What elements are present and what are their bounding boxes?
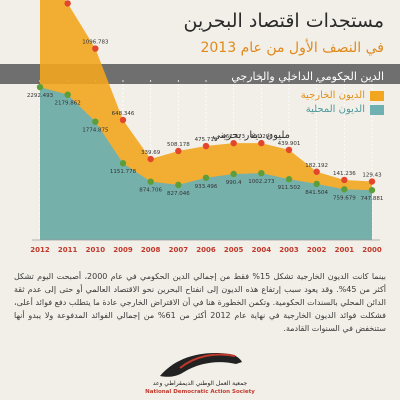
x-tick-label: 2008	[141, 246, 161, 254]
legend-swatch-external	[370, 90, 384, 101]
data-label-external: 141.236	[333, 171, 356, 177]
marker-domestic	[92, 118, 99, 125]
marker-external	[258, 139, 265, 147]
logo-mane-icon	[179, 353, 236, 369]
data-label-external: 475.719	[195, 137, 218, 143]
debt-chart: 1893.3941368.8751096.783648.346339.69508…	[0, 0, 400, 254]
x-tick-label: 2010	[86, 246, 106, 254]
x-tick-label: 2009	[113, 246, 133, 254]
marker-domestic	[285, 176, 293, 183]
x-tick-label: 2006	[196, 246, 216, 254]
data-label-domestic: 874.706	[139, 188, 162, 194]
marker-domestic	[36, 83, 44, 91]
marker-external	[285, 146, 293, 154]
x-tick-label: 2001	[335, 246, 355, 254]
data-label-domestic: 2179.862	[55, 101, 81, 107]
data-label-domestic: 1151.778	[110, 169, 137, 175]
data-label-domestic: 747.881	[361, 196, 384, 202]
marker-external	[368, 178, 376, 185]
x-tick-label: 2003	[279, 246, 299, 254]
marker-domestic	[368, 186, 376, 194]
page-title: مستجدات اقتصاد البحرين	[183, 10, 384, 32]
data-label-domestic: 933.496	[195, 184, 218, 190]
legend-label-external: الديون الخارجية	[300, 90, 365, 101]
series-area-domestic	[40, 87, 372, 240]
analysis-paragraph: بينما كانت الديون الخارجية تشكل 15% فقط …	[14, 272, 386, 333]
data-label-external: 648.346	[112, 111, 135, 117]
marker-external	[313, 168, 320, 175]
org-name-arabic: جمعية العمل الوطني الديمقراطي وعد	[152, 380, 248, 387]
org-name-english: National Democratic Action Society	[145, 389, 255, 395]
legend-item-external: الديون الخارجية	[301, 90, 384, 101]
marker-domestic	[147, 178, 154, 185]
marker-external	[64, 0, 71, 7]
marker-external	[202, 142, 210, 150]
data-label-external: 1096.783	[82, 40, 109, 46]
marker-domestic	[258, 169, 265, 177]
marker-domestic	[175, 181, 182, 189]
unit-label: مليون دينار بحريني	[212, 130, 290, 141]
data-label-domestic: 911.502	[278, 185, 301, 191]
x-tick-label: 2005	[224, 246, 244, 254]
x-tick-label: 2000	[362, 246, 382, 254]
org-logo	[160, 352, 242, 377]
marker-external	[119, 116, 127, 124]
legend-label-domestic: الديون المحلية	[305, 104, 365, 115]
marker-external	[230, 139, 237, 147]
marker-domestic	[313, 180, 320, 188]
marker-domestic	[64, 91, 71, 98]
data-label-external: 439.901	[278, 141, 301, 147]
marker-external	[147, 155, 154, 163]
data-label-external: 339.69	[141, 150, 161, 156]
data-label-external: 508.178	[167, 142, 190, 148]
data-label-external: 462.373	[222, 134, 245, 140]
marker-domestic	[230, 170, 237, 178]
legend-swatch-domestic	[370, 104, 384, 115]
marker-domestic	[341, 186, 348, 193]
data-label-external: 182.192	[305, 163, 328, 169]
x-tick-label: 2012	[30, 246, 50, 254]
data-label-domestic: 2292.493	[27, 93, 54, 99]
marker-external	[341, 176, 348, 184]
data-label-domestic: 759.679	[333, 195, 356, 201]
data-label-domestic: 990.4	[226, 180, 242, 186]
chart-legend: الديون الخارجية الديون المحلية	[301, 90, 384, 118]
marker-domestic	[119, 160, 127, 167]
logo-horse-icon	[160, 352, 242, 377]
data-label-domestic: 827.046	[167, 191, 190, 197]
data-label-domestic: 841.504	[305, 190, 328, 196]
page-subtitle: في النصف الأول من عام 2013	[200, 40, 384, 56]
data-label-external: 129.43	[362, 173, 382, 179]
x-tick-label: 2007	[169, 246, 189, 254]
legend-item-domestic: الديون المحلية	[301, 104, 384, 115]
x-tick-label: 2002	[307, 246, 327, 254]
x-tick-label: 2004	[252, 246, 272, 254]
chart-heading: الدين الحكومي الداخلي والخارجي	[231, 70, 384, 83]
data-label-external: 451.296	[250, 134, 273, 140]
marker-external	[92, 45, 99, 52]
data-label-domestic: 1002.273	[248, 179, 275, 185]
marker-external	[175, 147, 182, 155]
x-tick-label: 2011	[58, 246, 78, 254]
data-label-domestic: 1774.875	[82, 128, 109, 134]
marker-domestic	[202, 174, 210, 181]
